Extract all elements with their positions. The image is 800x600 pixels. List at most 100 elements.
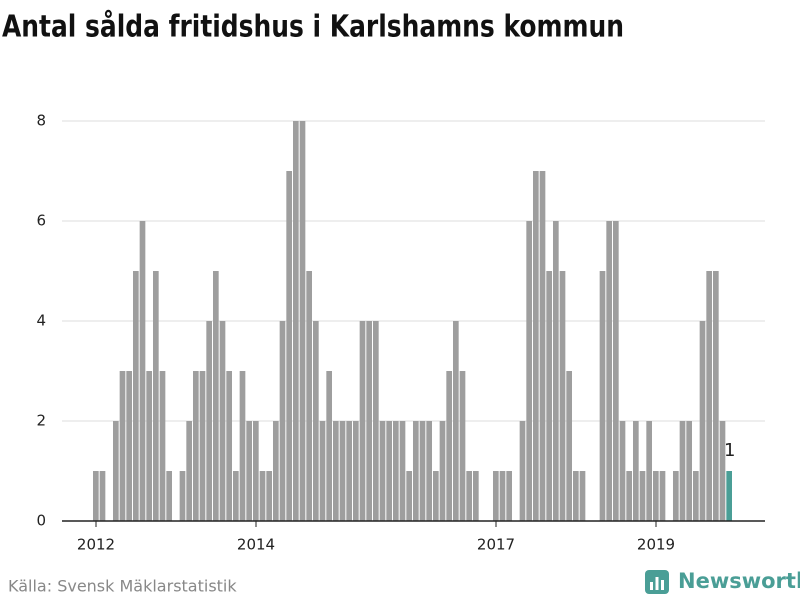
bar [233,471,239,521]
x-tick-label: 2012 [77,536,115,554]
bar [519,421,526,521]
bar [99,471,106,521]
bar [686,421,692,521]
bar [93,471,99,521]
bar [653,471,659,521]
bar [179,471,186,521]
bar [186,421,192,521]
bar [473,471,479,521]
bar [346,421,352,521]
bar [259,471,266,521]
bar [246,421,252,521]
bar [466,471,472,521]
bar [206,321,212,521]
logo-bar [650,582,653,590]
bar [266,471,272,521]
x-tick-label: 2014 [237,536,275,554]
bar [446,371,452,521]
bar [113,421,119,521]
logo-bar [661,580,664,590]
x-tick-label: 2019 [637,536,675,554]
bar [146,371,152,521]
bar [133,271,139,521]
bar [426,421,432,521]
bar [506,471,512,521]
bar [646,421,652,521]
bar [153,271,159,521]
bar [166,471,172,521]
bar [293,121,299,521]
bar [699,321,706,521]
bar [619,421,626,521]
brand-logo: Newsworthy [645,569,800,594]
bar [119,371,126,521]
bar [126,371,132,521]
bar [386,421,392,521]
bar [459,371,466,521]
bar [606,221,612,521]
bar [313,321,319,521]
bar [546,271,552,521]
bar [526,221,532,521]
bar [599,271,606,521]
bar [719,421,726,521]
bar [193,371,199,521]
bar [219,321,226,521]
bar [213,271,219,521]
bar [373,321,379,521]
bar [493,471,499,521]
bar [406,471,412,521]
bar [533,171,539,521]
bar [659,471,666,521]
y-tick-label: 8 [36,112,46,130]
bar [639,471,646,521]
bar [379,421,386,521]
bar [679,421,686,521]
y-tick-label: 4 [36,312,46,330]
bar [199,371,206,521]
bar [626,471,632,521]
y-tick-label: 6 [36,212,46,230]
bar [366,321,372,521]
source: Källa: Svensk Mäklarstatistik [8,577,237,596]
bar [499,471,506,521]
value-label: 1 [724,440,735,461]
bar [693,471,699,521]
bar [633,421,639,521]
bar [399,421,406,521]
bar [353,421,359,521]
bar [326,371,332,521]
bar [553,221,559,521]
bar [333,421,339,521]
bar [713,271,719,521]
y-tick-label: 0 [36,512,46,530]
logo-bar [655,577,659,590]
bar [286,171,292,521]
bar [453,321,459,521]
bar [139,221,146,521]
chart-title: Antal sålda fritidshus i Karlshamns komm… [2,9,624,45]
bar [419,421,426,521]
bar [159,371,166,521]
bar [579,471,586,521]
bar [299,121,306,521]
bar [613,221,619,521]
y-tick-label: 2 [36,412,46,430]
bar [706,271,712,521]
bar [226,371,232,521]
x-tick-label: 2017 [477,536,515,554]
bar [253,421,259,521]
bar [433,471,439,521]
bar [279,321,286,521]
bar [319,421,326,521]
bar [539,171,546,521]
bar [566,371,572,521]
bar [359,321,366,521]
bar [439,421,446,521]
bar [393,421,399,521]
bar [726,471,732,521]
bar [306,271,312,521]
bar [273,421,279,521]
bar [239,371,246,521]
